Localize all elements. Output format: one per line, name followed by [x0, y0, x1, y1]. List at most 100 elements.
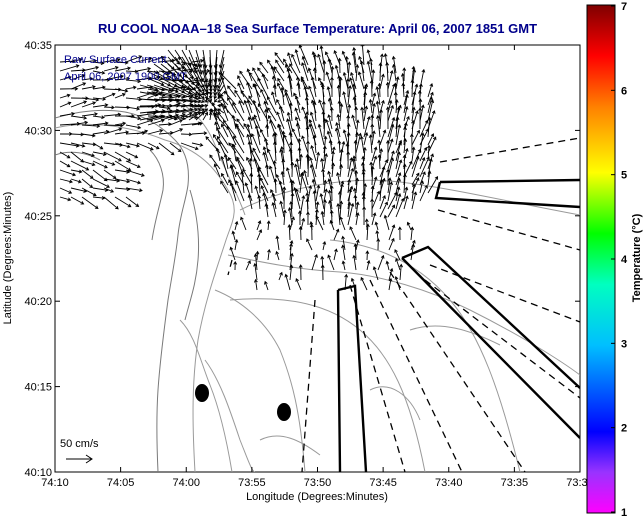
current-vector: [327, 254, 335, 271]
current-vector: [181, 70, 195, 86]
current-vector: [272, 84, 277, 98]
colorbar: [586, 4, 616, 514]
current-vector: [427, 133, 435, 146]
current-vector: [253, 253, 258, 271]
current-vector: [294, 95, 301, 114]
current-vector: [153, 63, 170, 75]
colorbar-tick-label: 3: [621, 338, 627, 350]
current-vector: [167, 113, 186, 121]
current-vector: [395, 197, 405, 218]
current-vector: [379, 148, 384, 162]
current-vector: [347, 85, 352, 106]
current-vector: [383, 214, 390, 231]
current-vector: [240, 89, 253, 106]
current-vector: [353, 194, 358, 210]
current-vector: [352, 254, 357, 271]
current-vector: [265, 124, 270, 138]
current-vector: [147, 142, 160, 150]
current-vector: [387, 181, 394, 202]
current-vector: [195, 49, 203, 69]
current-vector: [114, 178, 131, 184]
current-vector: [81, 65, 100, 72]
current-vector: [188, 84, 202, 96]
current-vector: [410, 226, 415, 241]
current-vector: [306, 154, 311, 178]
current-vector: [331, 162, 336, 178]
current-vector: [306, 211, 310, 226]
current-vector: [368, 134, 373, 154]
current-vector: [289, 200, 294, 218]
current-vector: [247, 116, 253, 130]
current-vector: [385, 81, 390, 98]
x-axis-ticks: 74:10 74:05 74:00 73:55 73:50 73:45 73:40 73:35…: [41, 45, 594, 489]
current-vector: [312, 67, 317, 82]
current-vector: [388, 277, 393, 291]
current-vector: [191, 142, 204, 147]
current-vector: [346, 151, 351, 170]
current-vector: [125, 85, 137, 90]
current-vector: [234, 220, 239, 231]
current-vector: [217, 108, 225, 114]
current-vector: [125, 79, 142, 84]
current-vector: [344, 273, 349, 291]
current-vector: [114, 88, 129, 93]
current-vector: [202, 77, 209, 93]
current-vector: [323, 199, 327, 218]
current-vector: [59, 169, 77, 177]
current-vector: [329, 106, 334, 122]
current-vector: [363, 116, 371, 138]
current-vector: [180, 132, 193, 137]
current-vector: [249, 172, 254, 194]
current-vector: [359, 60, 365, 82]
current-vector: [273, 66, 285, 82]
current-vector: [337, 140, 342, 154]
current-vector: [249, 72, 261, 90]
current-vector: [227, 85, 237, 98]
current-vector: [139, 84, 159, 92]
current-vector: [174, 84, 192, 95]
current-vector: [295, 278, 302, 291]
current-vector: [70, 196, 85, 205]
current-vector: [259, 128, 269, 146]
current-vector: [376, 115, 381, 138]
current-vector: [188, 70, 200, 87]
current-vector: [297, 210, 302, 226]
current-vector: [272, 160, 277, 178]
current-vector: [427, 170, 432, 186]
current-vector: [114, 130, 130, 135]
current-vector: [370, 123, 375, 138]
current-vector: [213, 113, 229, 130]
current-vector: [167, 84, 186, 94]
current-vector: [125, 196, 140, 208]
current-vector: [125, 160, 141, 168]
current-vector: [59, 86, 79, 91]
current-vector: [311, 253, 318, 271]
x-axis-title: Longitude (Degrees:Minutes): [246, 491, 388, 503]
current-vector: [147, 129, 164, 135]
current-vector: [326, 130, 333, 146]
current-vector: [103, 112, 122, 117]
current-vector: [103, 92, 116, 99]
current-vector: [419, 156, 426, 170]
current-vector: [369, 161, 374, 178]
current-vector: [403, 94, 409, 114]
current-vector: [346, 122, 351, 138]
current-vector: [146, 84, 166, 92]
current-vector: [226, 125, 237, 146]
current-vector: [92, 85, 106, 90]
current-vector: [262, 146, 269, 162]
current-vector: [342, 71, 349, 90]
current-vector: [371, 130, 376, 146]
current-vector: [248, 95, 261, 114]
current-vector: [205, 97, 221, 114]
current-vector: [323, 153, 328, 170]
current-vector: [325, 71, 333, 90]
current-vector: [59, 196, 72, 202]
y-axis-title: Latitude (Degrees:Minutes): [2, 192, 14, 325]
current-vector: [427, 99, 435, 122]
current-vector: [213, 98, 218, 103]
current-vector: [70, 178, 82, 184]
current-vector: [337, 190, 342, 210]
current-vector: [391, 63, 397, 82]
current-vector: [402, 67, 407, 82]
